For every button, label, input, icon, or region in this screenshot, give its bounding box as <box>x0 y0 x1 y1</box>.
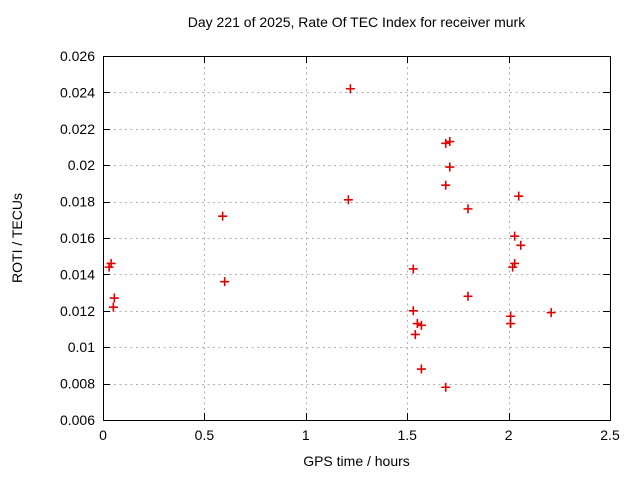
data-point-marker <box>546 308 556 318</box>
x-axis-label: GPS time / hours <box>303 453 410 469</box>
y-tick-label: 0.016 <box>60 230 95 246</box>
data-point-marker <box>516 240 526 250</box>
data-point-marker <box>506 319 516 329</box>
data-point-marker <box>343 195 353 205</box>
data-point-marker <box>412 319 422 329</box>
data-point-marker <box>109 293 119 303</box>
x-tick-label: 2 <box>505 427 513 443</box>
data-point-marker <box>416 364 426 374</box>
y-axis-label-text: ROTI / TECUs <box>9 193 25 283</box>
data-point-marker <box>106 258 116 268</box>
y-tick-label: 0.022 <box>60 121 95 137</box>
y-tick-label: 0.012 <box>60 303 95 319</box>
y-tick-label: 0.014 <box>60 266 95 282</box>
data-point-marker <box>510 231 520 241</box>
data-point-marker <box>408 306 418 316</box>
data-point-marker <box>345 84 355 94</box>
data-point-marker <box>410 329 420 339</box>
data-point-marker <box>218 211 228 221</box>
y-tick-label: 0.018 <box>60 194 95 210</box>
y-tick-label: 0.02 <box>68 157 95 173</box>
x-tick-label: 0.5 <box>195 427 215 443</box>
y-tick-label: 0.026 <box>60 48 95 64</box>
y-tick-label: 0.024 <box>60 84 95 100</box>
chart-title: Day 221 of 2025, Rate Of TEC Index for r… <box>187 14 526 30</box>
x-tick-label: 1.5 <box>397 427 417 443</box>
data-point-marker <box>463 204 473 214</box>
x-tick-label: 0 <box>99 427 107 443</box>
data-point-marker <box>441 138 451 148</box>
x-tick-label: 2.5 <box>600 427 620 443</box>
data-point-marker <box>416 320 426 330</box>
data-point-marker <box>514 191 524 201</box>
y-tick-label: 0.006 <box>60 412 95 428</box>
data-point-marker <box>441 382 451 392</box>
data-point-marker <box>445 162 455 172</box>
y-tick-label: 0.008 <box>60 376 95 392</box>
data-point-marker <box>445 137 455 147</box>
x-tick-label: 1 <box>302 427 310 443</box>
data-point-marker <box>441 180 451 190</box>
data-point-marker <box>463 291 473 301</box>
data-point-marker <box>108 302 118 312</box>
y-tick-label: 0.01 <box>68 339 95 355</box>
data-point-marker <box>408 264 418 274</box>
data-point-marker <box>508 262 518 272</box>
data-point-marker <box>220 277 230 287</box>
